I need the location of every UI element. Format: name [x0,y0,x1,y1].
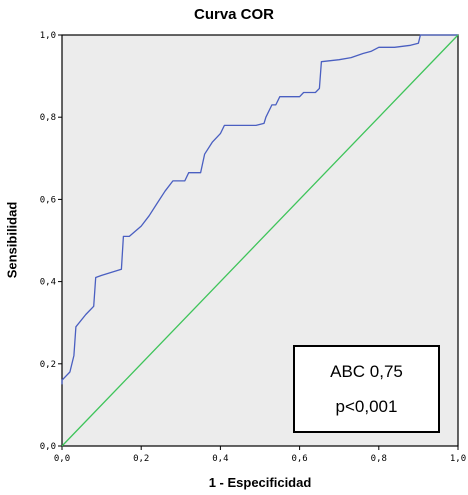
x-tick-label: 0,8 [371,454,387,464]
annotation-pvalue: p<0,001 [335,397,398,416]
y-tick-label: 0,6 [40,195,56,205]
y-tick-label: 0,0 [40,442,56,452]
reference-diagonal-line [61,34,459,447]
y-axis-label: Sensibilidad [4,201,20,279]
chart-title: Curva COR [193,6,275,23]
series-layer [61,34,459,447]
roc-curve-line [61,34,458,385]
axis-ticks: 0,0 0,2 0,4 0,6 0,8 1,0 0,0 0,2 0,4 0,6 0,8 1,0 [40,31,466,464]
y-axis-label-wrap: Sensibilidad [0,0,24,495]
x-tick-label: 0,2 [133,454,149,464]
y-tick-label: 0,4 [40,278,56,288]
annotation-box: ABC 0,75 p<0,001 [293,345,440,433]
x-axis-label: 1 - Especificidad [208,475,312,490]
y-tick-label: 0,8 [40,113,56,123]
y-tick-label: 1,0 [40,31,56,41]
y-tick-label: 0,2 [40,360,56,370]
x-tick-label: 0,6 [291,454,307,464]
x-tick-label: 1,0 [450,454,466,464]
x-tick-label: 0,4 [212,454,228,464]
x-tick-label: 0,0 [54,454,70,464]
annotation-auc: ABC 0,75 [330,362,403,381]
